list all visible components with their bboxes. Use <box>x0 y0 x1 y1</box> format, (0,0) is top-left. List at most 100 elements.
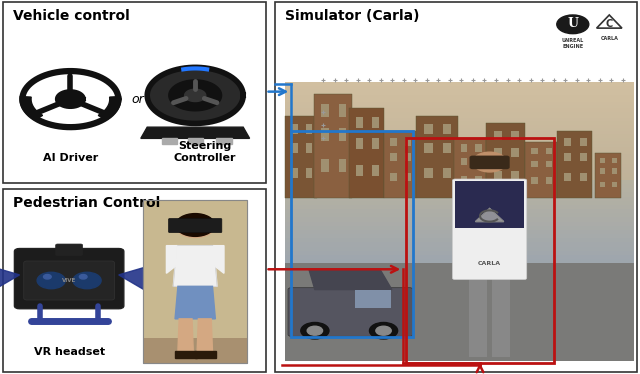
FancyBboxPatch shape <box>461 158 467 165</box>
FancyBboxPatch shape <box>557 131 592 198</box>
FancyBboxPatch shape <box>489 181 524 228</box>
FancyBboxPatch shape <box>285 144 634 147</box>
FancyBboxPatch shape <box>143 200 247 363</box>
Text: AI Driver: AI Driver <box>43 153 98 163</box>
FancyBboxPatch shape <box>600 158 605 163</box>
FancyBboxPatch shape <box>461 144 467 151</box>
FancyBboxPatch shape <box>285 86 634 89</box>
FancyBboxPatch shape <box>285 154 634 157</box>
FancyBboxPatch shape <box>356 117 363 128</box>
FancyBboxPatch shape <box>285 151 634 154</box>
FancyBboxPatch shape <box>384 131 416 198</box>
FancyBboxPatch shape <box>285 247 634 251</box>
Polygon shape <box>169 80 221 111</box>
FancyBboxPatch shape <box>285 213 634 217</box>
Polygon shape <box>119 267 157 290</box>
FancyBboxPatch shape <box>285 259 634 263</box>
Polygon shape <box>309 269 392 289</box>
FancyArrowPatch shape <box>268 88 285 95</box>
FancyBboxPatch shape <box>475 158 481 165</box>
FancyBboxPatch shape <box>285 160 634 163</box>
FancyBboxPatch shape <box>580 153 587 161</box>
Text: U: U <box>567 17 579 30</box>
Circle shape <box>473 152 506 172</box>
FancyBboxPatch shape <box>390 138 397 146</box>
Text: CARLA: CARLA <box>600 36 618 41</box>
FancyBboxPatch shape <box>564 138 571 146</box>
FancyBboxPatch shape <box>285 234 634 238</box>
FancyBboxPatch shape <box>469 273 487 357</box>
FancyBboxPatch shape <box>288 288 413 336</box>
FancyBboxPatch shape <box>285 201 634 205</box>
FancyBboxPatch shape <box>306 168 312 178</box>
Text: Simulator (Carla): Simulator (Carla) <box>285 9 419 23</box>
FancyBboxPatch shape <box>511 171 519 180</box>
FancyBboxPatch shape <box>285 221 634 226</box>
Polygon shape <box>216 138 232 144</box>
FancyBboxPatch shape <box>339 159 346 172</box>
FancyBboxPatch shape <box>511 131 519 140</box>
FancyBboxPatch shape <box>475 176 481 183</box>
Text: CARLA: CARLA <box>478 261 501 266</box>
FancyBboxPatch shape <box>404 153 412 161</box>
FancyBboxPatch shape <box>564 173 571 181</box>
Polygon shape <box>195 352 216 358</box>
FancyBboxPatch shape <box>285 95 634 98</box>
FancyBboxPatch shape <box>372 117 379 128</box>
FancyBboxPatch shape <box>339 128 346 141</box>
Text: UNREAL
ENGINE: UNREAL ENGINE <box>562 38 584 49</box>
FancyBboxPatch shape <box>285 115 634 118</box>
FancyBboxPatch shape <box>424 124 433 134</box>
FancyBboxPatch shape <box>356 138 363 149</box>
Circle shape <box>307 326 323 335</box>
FancyBboxPatch shape <box>314 94 352 198</box>
FancyBboxPatch shape <box>285 192 634 196</box>
Polygon shape <box>175 352 197 358</box>
FancyBboxPatch shape <box>321 104 329 117</box>
FancyBboxPatch shape <box>424 168 433 178</box>
FancyBboxPatch shape <box>356 165 363 176</box>
FancyBboxPatch shape <box>525 142 557 198</box>
FancyBboxPatch shape <box>424 143 433 153</box>
FancyBboxPatch shape <box>285 238 634 242</box>
FancyBboxPatch shape <box>492 273 510 357</box>
FancyBboxPatch shape <box>285 116 317 198</box>
FancyBboxPatch shape <box>580 173 587 181</box>
FancyBboxPatch shape <box>291 143 298 153</box>
FancyBboxPatch shape <box>600 168 605 174</box>
FancyBboxPatch shape <box>285 217 634 221</box>
FancyBboxPatch shape <box>285 118 634 121</box>
FancyBboxPatch shape <box>285 141 634 144</box>
FancyBboxPatch shape <box>285 157 634 160</box>
FancyBboxPatch shape <box>285 163 634 167</box>
FancyBboxPatch shape <box>285 242 634 247</box>
FancyBboxPatch shape <box>404 173 412 181</box>
FancyBboxPatch shape <box>285 125 634 128</box>
Polygon shape <box>57 91 84 107</box>
FancyBboxPatch shape <box>372 138 379 149</box>
FancyBboxPatch shape <box>285 98 634 102</box>
FancyBboxPatch shape <box>390 173 397 181</box>
FancyBboxPatch shape <box>285 255 634 259</box>
FancyBboxPatch shape <box>475 144 481 151</box>
FancyBboxPatch shape <box>285 263 634 361</box>
Circle shape <box>37 272 65 289</box>
FancyBboxPatch shape <box>285 184 634 188</box>
Circle shape <box>176 214 214 236</box>
Polygon shape <box>188 138 203 144</box>
FancyBboxPatch shape <box>390 153 397 161</box>
FancyBboxPatch shape <box>545 161 552 168</box>
FancyBboxPatch shape <box>321 159 329 172</box>
Text: Vehicle control: Vehicle control <box>13 9 129 23</box>
FancyBboxPatch shape <box>291 168 298 178</box>
FancyBboxPatch shape <box>531 178 538 184</box>
Polygon shape <box>0 267 19 290</box>
FancyBboxPatch shape <box>285 173 634 177</box>
FancyBboxPatch shape <box>612 168 617 174</box>
Circle shape <box>176 215 214 237</box>
Polygon shape <box>166 246 177 273</box>
Text: Pedestrian Control: Pedestrian Control <box>13 196 160 210</box>
FancyBboxPatch shape <box>285 147 634 151</box>
FancyBboxPatch shape <box>143 338 247 363</box>
Polygon shape <box>197 319 212 352</box>
